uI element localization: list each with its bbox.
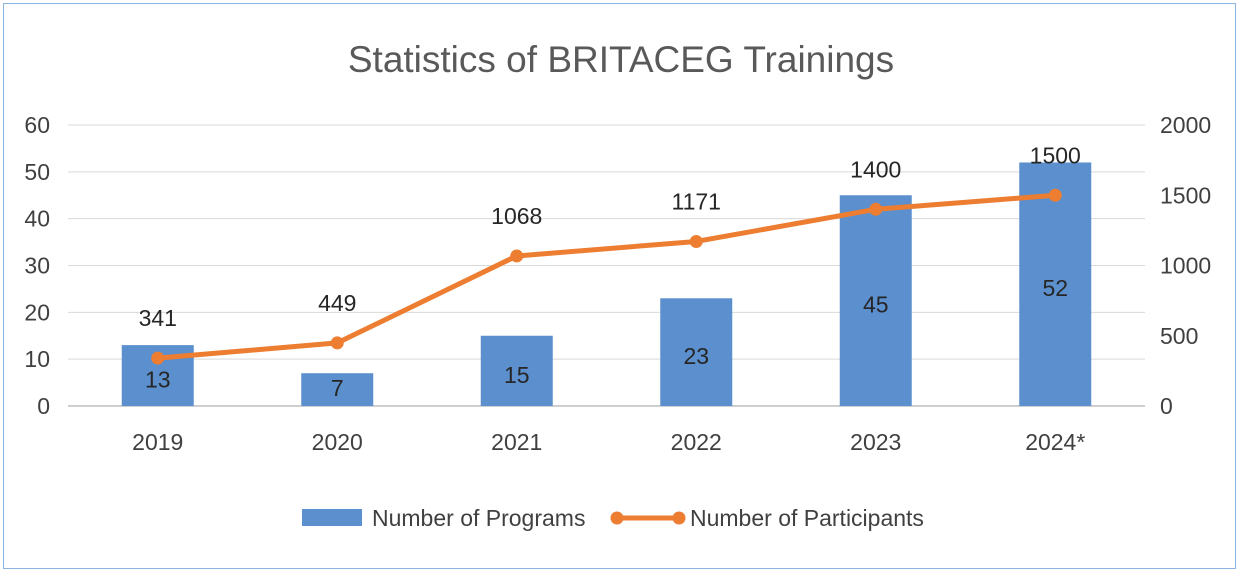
right-tick-label: 2000 (1160, 112, 1211, 138)
category-label: 2019 (132, 429, 183, 455)
legend-label-programs: Number of Programs (372, 505, 585, 531)
programs-bars (121, 162, 1092, 406)
programs-data-labels: 13 7 15 23 45 52 (145, 275, 1068, 401)
programs-data-label: 45 (863, 292, 889, 318)
programs-data-label: 52 (1042, 275, 1068, 301)
gridlines (68, 124, 1145, 407)
participants-line (151, 188, 1062, 365)
right-tick-label: 500 (1160, 323, 1198, 349)
right-tick-label: 1000 (1160, 253, 1211, 279)
participants-data-label: 1171 (672, 188, 721, 214)
programs-bar (301, 373, 374, 406)
participants-point (330, 336, 344, 350)
chart-title: Statistics of BRITACEG Trainings (348, 39, 894, 80)
participants-data-label: 1400 (850, 156, 901, 182)
participants-point (869, 202, 883, 216)
participants-data-label: 449 (318, 290, 356, 316)
right-tick-label: 0 (1160, 393, 1173, 419)
programs-data-label: 23 (683, 343, 709, 369)
right-tick-label: 1500 (1160, 182, 1211, 208)
category-label: 2020 (312, 429, 363, 455)
legend-label-participants: Number of Participants (690, 505, 924, 531)
left-tick-label: 0 (37, 393, 50, 419)
right-axis-ticks: 0 500 1000 1500 2000 (1160, 112, 1211, 419)
participants-data-label: 1500 (1030, 142, 1081, 168)
participants-point (151, 351, 165, 365)
left-axis-ticks: 0 10 20 30 40 50 60 (24, 112, 50, 419)
legend-swatch-programs (302, 509, 362, 526)
category-label: 2021 (491, 429, 542, 455)
participants-data-label: 341 (139, 305, 177, 331)
programs-data-label: 13 (145, 367, 171, 393)
left-tick-label: 50 (24, 159, 50, 185)
participants-point (510, 249, 524, 263)
left-tick-label: 40 (24, 206, 50, 232)
programs-bar (1019, 162, 1092, 406)
category-labels: 2019 2020 2021 2022 2023 2024* (132, 429, 1085, 455)
participants-data-label: 1068 (491, 203, 542, 229)
legend-marker (672, 511, 686, 525)
programs-data-label: 7 (331, 375, 344, 401)
participants-line-path (157, 192, 1056, 361)
legend-marker (610, 511, 624, 525)
left-tick-label: 10 (24, 346, 50, 372)
legend: Number of Programs Number of Participants (302, 505, 924, 531)
left-tick-label: 30 (24, 253, 50, 279)
participants-point (1048, 188, 1062, 202)
category-label: 2023 (850, 429, 901, 455)
participants-data-labels: 341 449 1068 1171 1400 1500 (139, 142, 1081, 331)
left-tick-label: 60 (24, 112, 50, 138)
category-label: 2024* (1025, 429, 1085, 455)
programs-bar (839, 195, 912, 406)
participants-point (689, 234, 703, 248)
programs-bar (660, 298, 733, 406)
programs-data-label: 15 (504, 362, 530, 388)
left-tick-label: 20 (24, 299, 50, 325)
programs-bar (480, 335, 553, 406)
category-label: 2022 (671, 429, 722, 455)
